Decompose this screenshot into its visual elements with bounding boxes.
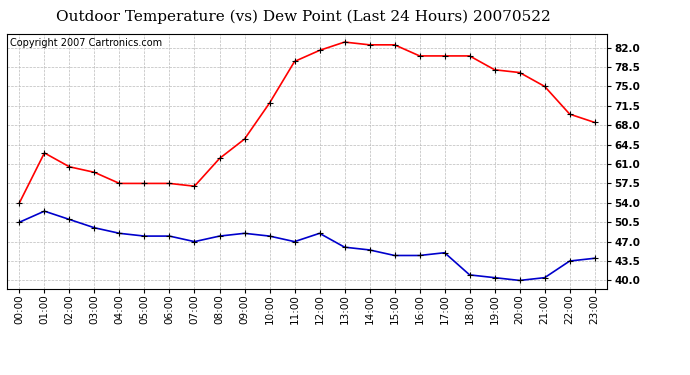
Text: Copyright 2007 Cartronics.com: Copyright 2007 Cartronics.com <box>10 38 162 48</box>
Text: Outdoor Temperature (vs) Dew Point (Last 24 Hours) 20070522: Outdoor Temperature (vs) Dew Point (Last… <box>56 9 551 24</box>
